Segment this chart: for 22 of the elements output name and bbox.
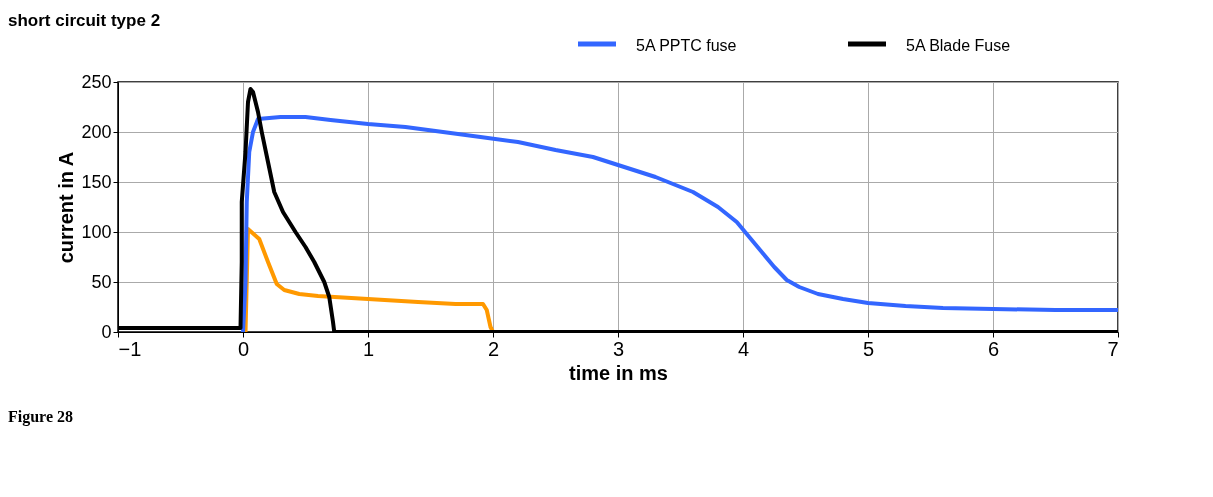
x-tick-label: 5 (862, 337, 875, 360)
x-tick-label: 7 (1107, 337, 1119, 360)
line-series (241, 115, 1118, 332)
x-tick-label: 4 (737, 337, 750, 360)
x-axis-title: time in ms (569, 361, 668, 384)
x-tick-label: 3 (612, 337, 625, 360)
x-tick-label: 6 (987, 337, 1000, 360)
chart-title: short circuit type 2 (8, 11, 161, 30)
y-tick-label: 150 (81, 171, 112, 192)
y-tick-label: 100 (81, 221, 112, 242)
y-axis-title: current in A (55, 151, 78, 264)
y-tick-label: 250 (81, 71, 112, 92)
x-tick-label: 2 (487, 337, 500, 360)
x-tick-label: 0 (237, 337, 250, 360)
legend-label: 5A Blade Fuse (906, 37, 1011, 54)
legend-label: 5A PPTC fuse (636, 37, 737, 54)
x-tick-label: 1 (362, 337, 375, 360)
y-tick-label: 0 (101, 321, 112, 342)
y-tick-label: 50 (91, 271, 112, 292)
x-tick-label: −1 (118, 337, 142, 360)
caption: Figure 28 (8, 408, 74, 426)
y-tick-label: 200 (81, 121, 112, 142)
